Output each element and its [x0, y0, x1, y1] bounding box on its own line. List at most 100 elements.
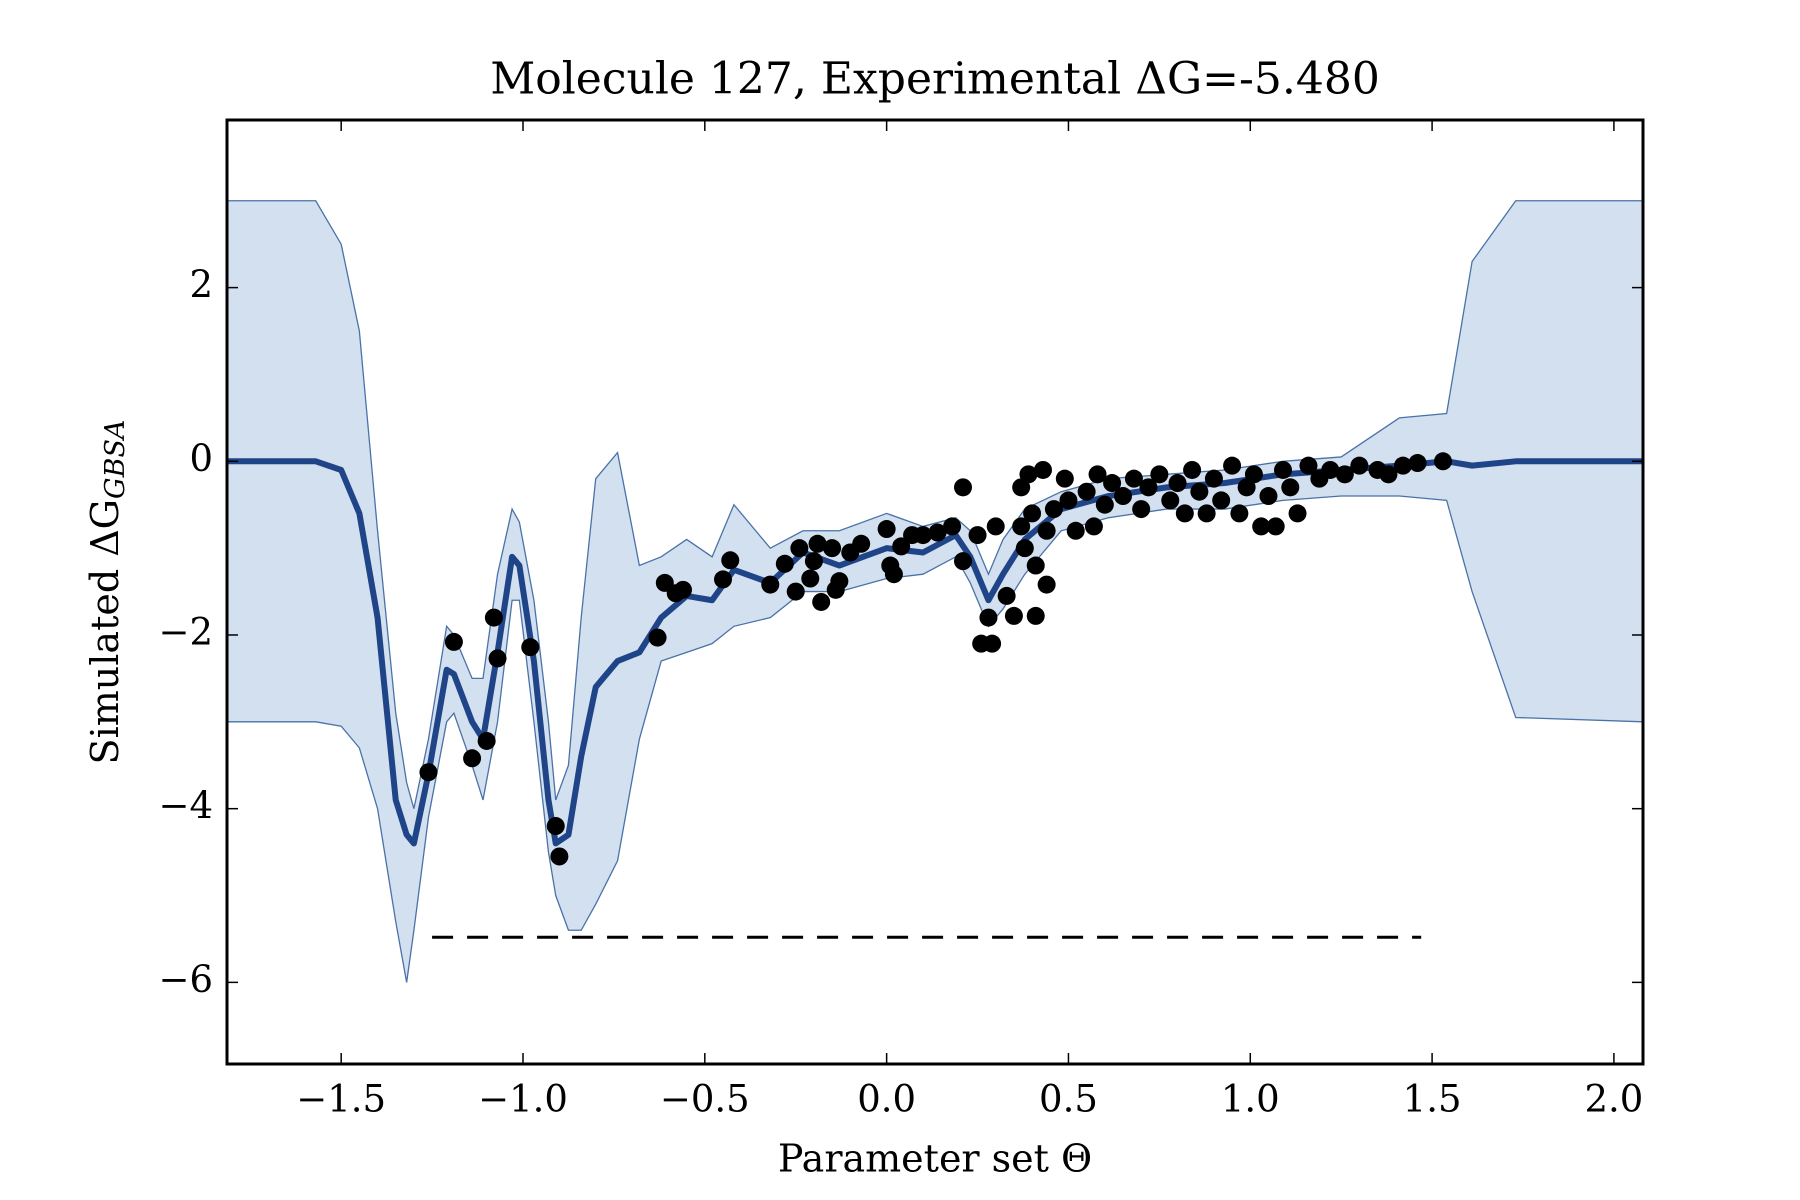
data-point — [1168, 474, 1187, 493]
data-point — [1379, 465, 1398, 484]
data-point — [1394, 456, 1412, 475]
data-point — [761, 575, 780, 594]
plot-area — [227, 200, 1643, 983]
data-point — [943, 517, 962, 536]
data-point — [1321, 460, 1340, 479]
data-point — [786, 582, 805, 601]
data-point — [484, 608, 503, 627]
data-point — [1259, 487, 1278, 506]
y-axis-label-main: Simulated ΔG — [83, 499, 127, 764]
y-axis-label-subscript: GBSA — [100, 420, 131, 499]
y-tick-label: 2 — [189, 263, 213, 306]
data-point — [1114, 487, 1132, 506]
data-point — [1124, 469, 1143, 488]
data-point — [1266, 517, 1285, 536]
data-point — [968, 526, 987, 545]
x-tick-label: −1.5 — [296, 1078, 386, 1121]
data-point — [1044, 500, 1063, 519]
y-tick-label: −4 — [158, 784, 213, 827]
data-point — [877, 520, 896, 539]
data-point — [852, 534, 871, 553]
data-point — [1350, 456, 1369, 475]
data-point — [1212, 491, 1231, 510]
data-point — [1019, 465, 1038, 484]
data-point — [979, 608, 998, 627]
data-point — [477, 731, 496, 750]
data-point — [1066, 521, 1085, 540]
data-point — [550, 847, 569, 866]
data-point — [419, 763, 438, 782]
data-point — [790, 539, 809, 558]
data-point — [444, 632, 463, 651]
data-point — [1175, 504, 1194, 523]
data-point — [1335, 465, 1354, 484]
y-tick-label: −6 — [158, 958, 213, 1001]
x-axis-label: Parameter set Θ — [778, 1137, 1092, 1181]
data-point — [648, 628, 667, 647]
x-tick-label: 1.0 — [1221, 1078, 1280, 1121]
x-tick-label: 2.0 — [1584, 1078, 1643, 1121]
data-point — [954, 478, 972, 497]
data-point — [1230, 504, 1249, 523]
data-point — [721, 551, 740, 570]
data-point — [1026, 606, 1045, 625]
data-point — [830, 572, 849, 591]
y-tick-label: 0 — [189, 437, 213, 480]
data-point — [1150, 465, 1169, 484]
data-point — [983, 634, 1002, 653]
data-point — [954, 552, 972, 571]
data-point — [1244, 465, 1263, 484]
data-point — [1037, 521, 1056, 540]
data-point — [928, 523, 947, 542]
data-point — [1434, 452, 1452, 471]
plot-frame — [225, 118, 1645, 1066]
data-point — [884, 565, 903, 584]
y-tick-label: −2 — [158, 610, 213, 653]
data-point — [1004, 606, 1023, 625]
data-point — [546, 817, 565, 836]
data-point — [1103, 474, 1122, 493]
data-point — [1274, 460, 1292, 479]
chart-title: Molecule 127, Experimental ΔG=-5.480 — [490, 54, 1380, 105]
band-lower-edge — [227, 495, 1643, 983]
data-point — [1252, 517, 1271, 536]
x-tick-label: −0.5 — [660, 1078, 750, 1121]
y-axis-label: Simulated ΔGGBSA — [83, 420, 131, 765]
data-point — [1132, 500, 1151, 519]
data-point — [1077, 482, 1096, 501]
data-point — [801, 569, 820, 588]
data-point — [1288, 504, 1307, 523]
data-point — [674, 580, 692, 599]
data-point — [914, 526, 932, 545]
data-point — [1197, 504, 1216, 523]
data-point — [997, 586, 1016, 605]
data-point — [1223, 456, 1242, 475]
x-tick-label: 1.5 — [1403, 1078, 1462, 1121]
data-point — [1034, 460, 1052, 479]
x-tick-label: 0.0 — [857, 1078, 916, 1121]
data-point — [1190, 482, 1209, 501]
data-point — [1023, 504, 1042, 523]
x-tick-label: −1.0 — [478, 1078, 568, 1121]
data-point — [521, 638, 540, 657]
data-point — [1139, 478, 1158, 497]
data-point — [804, 552, 823, 571]
data-point — [1026, 556, 1045, 575]
data-point — [1408, 454, 1427, 473]
data-point — [1088, 465, 1107, 484]
data-point — [1183, 460, 1202, 479]
data-point — [986, 517, 1005, 536]
data-point — [1299, 456, 1318, 475]
data-point — [1055, 469, 1074, 488]
data-point — [714, 570, 732, 589]
data-point — [1012, 517, 1031, 536]
data-point — [463, 749, 482, 768]
x-tick-label: 0.5 — [1039, 1078, 1098, 1121]
confidence-band — [227, 200, 1643, 983]
data-point — [1015, 539, 1034, 558]
data-point — [1095, 495, 1114, 514]
data-point — [775, 554, 794, 573]
data-point — [808, 534, 827, 553]
